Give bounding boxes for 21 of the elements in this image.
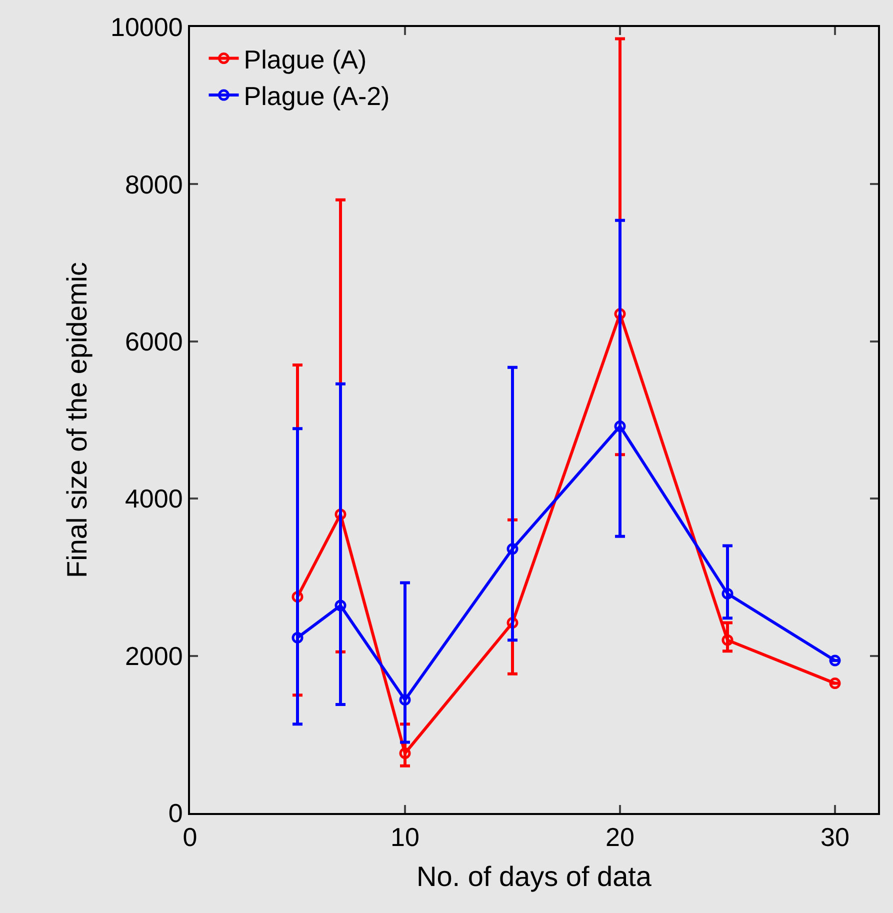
y-tick-label: 6000 (124, 326, 183, 356)
y-tick-label: 8000 (124, 169, 183, 200)
x-tick-label: 30 (820, 822, 850, 852)
point (722, 634, 734, 646)
point (506, 543, 518, 555)
legend-label: Plague (A) (244, 44, 367, 74)
x-axis-title: No. of days of data (416, 860, 652, 892)
point (334, 600, 346, 612)
point (292, 632, 304, 644)
point (614, 420, 626, 432)
y-tick-label: 2000 (124, 640, 183, 671)
y-axis-title: Final size of the epidemic (62, 262, 93, 578)
legend-label: Plague (A-2) (244, 81, 390, 112)
y-tick-label: 4000 (124, 484, 183, 514)
y-tick-label: 10000 (110, 12, 183, 42)
x-tick-label: 20 (606, 822, 634, 852)
point (722, 588, 734, 600)
x-tick-label: 10 (390, 822, 420, 852)
point (399, 694, 411, 706)
point (399, 748, 411, 760)
y-tick-label: 0 (168, 798, 183, 828)
